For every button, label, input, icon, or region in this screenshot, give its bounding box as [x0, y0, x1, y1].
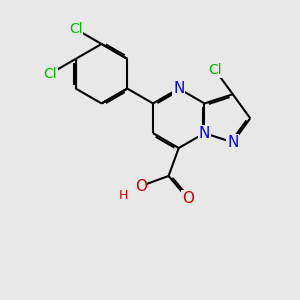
Text: N: N	[173, 81, 184, 96]
Text: Cl: Cl	[69, 22, 82, 36]
Text: N: N	[199, 126, 210, 141]
Text: Cl: Cl	[208, 63, 222, 77]
Text: O: O	[135, 178, 147, 194]
Text: Cl: Cl	[43, 67, 57, 81]
Text: N: N	[227, 135, 238, 150]
Text: O: O	[182, 191, 194, 206]
Text: H: H	[119, 189, 129, 202]
